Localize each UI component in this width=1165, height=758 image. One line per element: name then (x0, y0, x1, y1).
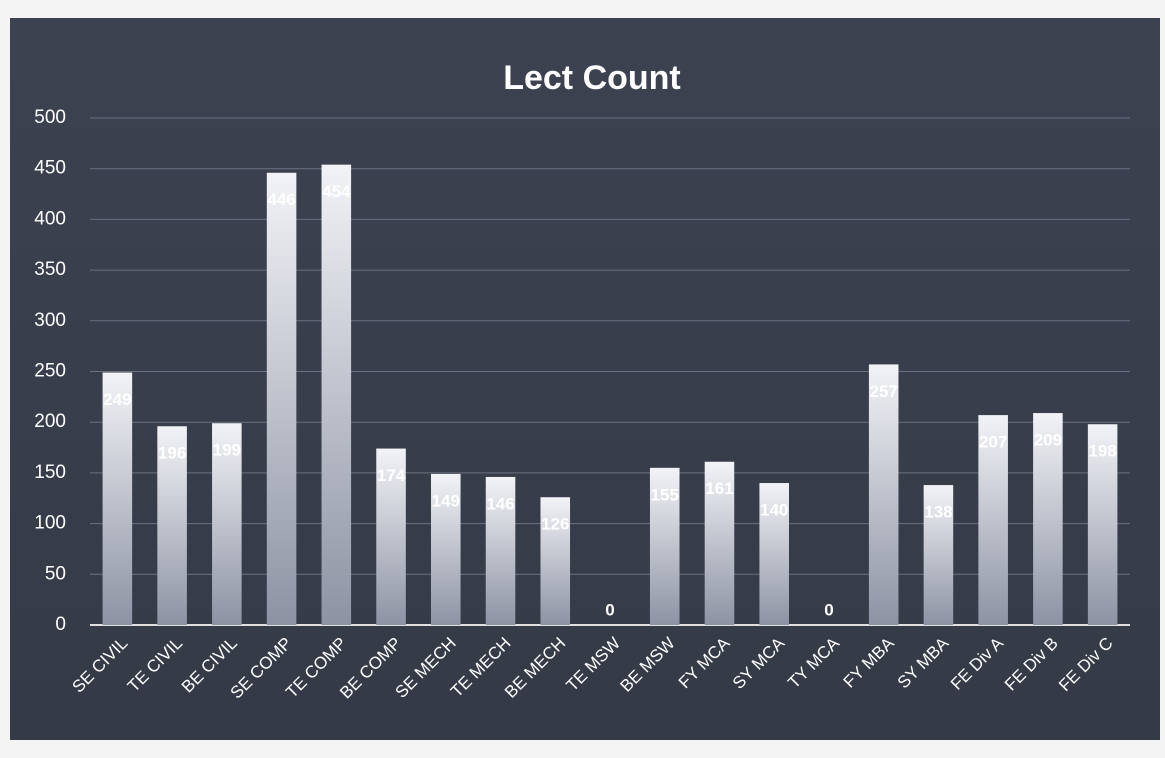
value-label: 199 (213, 441, 241, 460)
y-tick-label: 400 (34, 208, 66, 229)
y-tick-label: 50 (45, 563, 66, 584)
y-tick-label: 350 (34, 259, 66, 280)
value-label: 0 (605, 600, 614, 619)
value-label: 446 (267, 190, 295, 209)
value-label: 174 (377, 466, 406, 485)
y-tick-label: 150 (34, 462, 66, 483)
value-label: 0 (824, 600, 833, 619)
page: Lect Count 0 50 100 150 200 250 300 350 400 450 50… (0, 0, 1165, 758)
value-label: 454 (322, 182, 351, 201)
value-label: 140 (760, 501, 788, 520)
value-label: 257 (869, 382, 897, 401)
bar (322, 165, 352, 625)
value-label: 149 (432, 491, 460, 510)
bar (869, 364, 899, 625)
y-tick-label: 250 (34, 361, 66, 382)
value-label: 196 (158, 444, 186, 463)
chart-background (10, 18, 1160, 740)
value-label: 198 (1088, 442, 1116, 461)
bar (103, 373, 133, 625)
y-tick-label: 300 (34, 310, 66, 331)
value-label: 161 (705, 479, 733, 498)
value-label: 249 (103, 390, 131, 409)
value-label: 138 (924, 503, 952, 522)
chart-title: Lect Count (503, 59, 681, 97)
value-label: 146 (486, 494, 514, 513)
value-label: 209 (1034, 431, 1062, 450)
value-label: 207 (979, 433, 1007, 452)
y-tick-label: 500 (34, 107, 66, 128)
value-label: 155 (651, 485, 679, 504)
y-tick-label: 450 (34, 158, 66, 179)
y-tick-label: 100 (34, 513, 66, 534)
y-tick-label: 0 (55, 614, 66, 635)
y-tick-label: 200 (34, 411, 66, 432)
value-label: 126 (541, 515, 569, 534)
chart: Lect Count 0 50 100 150 200 250 300 350 400 450 50… (0, 0, 1165, 758)
bar (267, 173, 297, 625)
